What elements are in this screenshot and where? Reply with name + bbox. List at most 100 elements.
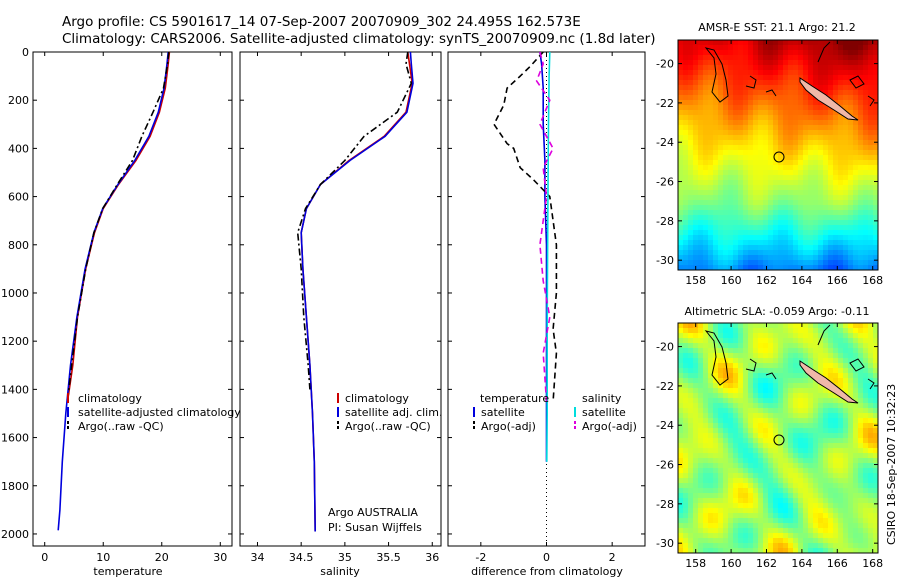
heatmap-cell (728, 145, 734, 151)
heatmap-cell (748, 85, 754, 91)
heatmap-cell (738, 533, 744, 539)
heatmap-cell (688, 358, 694, 364)
heatmap-cell (858, 135, 864, 141)
heatmap-cell (708, 548, 714, 553)
heatmap-cell (753, 378, 759, 384)
heatmap-cell (803, 95, 809, 101)
heatmap-cell (788, 225, 794, 231)
heatmap-cell (678, 498, 684, 504)
heatmap-cell (823, 250, 829, 256)
legend-label-argo: Argo(..raw -QC) (345, 420, 431, 433)
heatmap-cell (873, 80, 878, 86)
heatmap-cell (738, 468, 744, 474)
heatmap-cell (753, 110, 759, 116)
heatmap-cell (743, 100, 749, 106)
heatmap-cell (848, 353, 854, 359)
heatmap-cell (688, 255, 694, 261)
heatmap-cell (793, 338, 799, 344)
heatmap-cell (723, 60, 729, 66)
heatmap-cell (773, 348, 779, 354)
heatmap-cell (763, 230, 769, 236)
heatmap-cell (818, 503, 824, 509)
heatmap-cell (863, 95, 869, 101)
heatmap-cell (773, 105, 779, 111)
heatmap-cell (823, 408, 829, 414)
heatmap-cell (798, 250, 804, 256)
heatmap-cell (683, 230, 689, 236)
heatmap-cell (748, 175, 754, 181)
heatmap-cell (798, 428, 804, 434)
heatmap-cell (838, 443, 844, 449)
heatmap-cell (738, 493, 744, 499)
heatmap-cell (793, 90, 799, 96)
heatmap-cell (678, 388, 684, 394)
heatmap-cell (758, 408, 764, 414)
heatmap-cell (833, 398, 839, 404)
heatmap-cell (808, 135, 814, 141)
heatmap-cell (783, 333, 789, 339)
heatmap-cell (758, 60, 764, 66)
heatmap-cell (678, 543, 684, 549)
heatmap-cell (738, 105, 744, 111)
heatmap-cell (708, 235, 714, 241)
heatmap-cell (858, 145, 864, 151)
heatmap-cell (823, 423, 829, 429)
heatmap-cell (798, 518, 804, 524)
heatmap-cell (753, 533, 759, 539)
heatmap-cell (688, 180, 694, 186)
heatmap-cell (853, 423, 859, 429)
heatmap-cell (788, 353, 794, 359)
heatmap-cell (773, 353, 779, 359)
heatmap-cell (768, 488, 774, 494)
heatmap-cell (743, 60, 749, 66)
heatmap-cell (773, 195, 779, 201)
heatmap-cell (748, 195, 754, 201)
x-tick-label: 0 (543, 551, 550, 564)
heatmap-cell (853, 518, 859, 524)
heatmap-cell (843, 40, 849, 46)
heatmap-cell (778, 245, 784, 251)
heatmap-cell (698, 323, 704, 329)
heatmap-cell (733, 528, 739, 534)
heatmap-cell (693, 135, 699, 141)
heatmap-cell (698, 408, 704, 414)
heatmap-cell (788, 115, 794, 121)
heatmap-cell (863, 90, 869, 96)
heatmap-cell (768, 170, 774, 176)
heatmap-cell (693, 240, 699, 246)
heatmap-cell (808, 160, 814, 166)
heatmap-cell (858, 110, 864, 116)
heatmap-cell (848, 140, 854, 146)
reef-contour (765, 89, 777, 97)
heatmap-cell (758, 185, 764, 191)
heatmap-cell (838, 438, 844, 444)
heatmap-cell (833, 378, 839, 384)
heatmap-cell (693, 493, 699, 499)
heatmap-cell (703, 383, 709, 389)
heatmap-cell (863, 548, 869, 553)
heatmap-cell (728, 343, 734, 349)
heatmap-cell (723, 120, 729, 126)
heatmap-cell (783, 548, 789, 553)
heatmap-cell (768, 90, 774, 96)
heatmap-cell (718, 50, 724, 56)
heatmap-cell (728, 398, 734, 404)
legend-label-satellite-adjusted: satellite-adjusted climatology (78, 406, 241, 419)
heatmap-cell (758, 328, 764, 334)
heatmap-cell (843, 448, 849, 454)
heatmap-cell (798, 95, 804, 101)
heatmap-cell (713, 130, 719, 136)
heatmap-cell (833, 150, 839, 156)
heatmap-cell (803, 210, 809, 216)
heatmap-cell (868, 115, 874, 121)
heatmap-cell (708, 150, 714, 156)
heatmap-cell (748, 265, 754, 270)
heatmap-cell (713, 230, 719, 236)
heatmap-cell (798, 513, 804, 519)
heatmap-cell (828, 220, 834, 226)
heatmap-cell (778, 323, 784, 329)
heatmap-cell (698, 458, 704, 464)
heatmap-cell (813, 333, 819, 339)
map-x-tick-label: 164 (791, 274, 812, 287)
heatmap-cell (743, 328, 749, 334)
